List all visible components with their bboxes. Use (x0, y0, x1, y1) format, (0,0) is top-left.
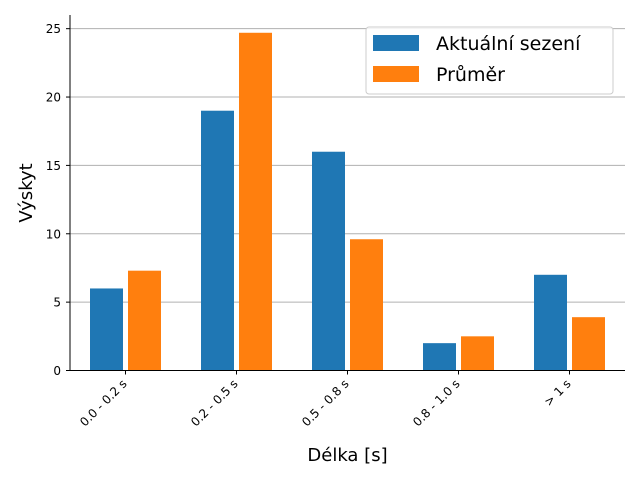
legend-swatch-series-1 (373, 35, 419, 51)
y-tick-label: 25 (46, 22, 61, 36)
bar-series-1 (90, 288, 123, 371)
bar-series-1 (312, 151, 345, 371)
y-tick-label: 10 (46, 227, 61, 241)
bar-series-2 (461, 336, 494, 371)
bar-series-2 (239, 32, 272, 371)
bars (90, 32, 605, 371)
y-tick-label: 20 (46, 91, 61, 105)
x-tick-label: 0.2 - 0.5 s (188, 377, 240, 429)
bar-series-2 (128, 270, 161, 371)
bar-series-1 (534, 274, 567, 371)
x-tick-label: 0.8 - 1.0 s (410, 377, 462, 429)
x-tick-label: 0.0 - 0.2 s (77, 377, 129, 429)
legend-label-series-1: Aktuální sezení (436, 33, 581, 55)
legend-swatch-series-2 (373, 66, 419, 82)
legend-box (365, 26, 614, 95)
y-ticks: 0 5 10 15 20 25 (46, 22, 70, 378)
x-ticks: 0.0 - 0.2 s 0.2 - 0.5 s 0.5 - 0.8 s 0.8 - 1… (77, 370, 574, 429)
legend-label-series-2: Průměr (436, 64, 505, 86)
bar-series-2 (572, 317, 605, 371)
x-axis-title: Délka [s] (307, 445, 387, 466)
gridlines (70, 28, 625, 303)
bar-series-1 (423, 343, 456, 371)
y-tick-label: 5 (53, 296, 61, 310)
y-tick-label: 15 (46, 159, 61, 173)
y-axis-title: Výskyt (16, 163, 37, 222)
bar-series-2 (350, 239, 383, 371)
x-tick-label: 0.5 - 0.8 s (299, 377, 351, 429)
x-tick-label: > 1 s (541, 377, 573, 409)
y-tick-label: 0 (53, 364, 61, 378)
legend: Aktuální sezení Průměr (365, 26, 614, 95)
bar-series-1 (201, 110, 234, 371)
